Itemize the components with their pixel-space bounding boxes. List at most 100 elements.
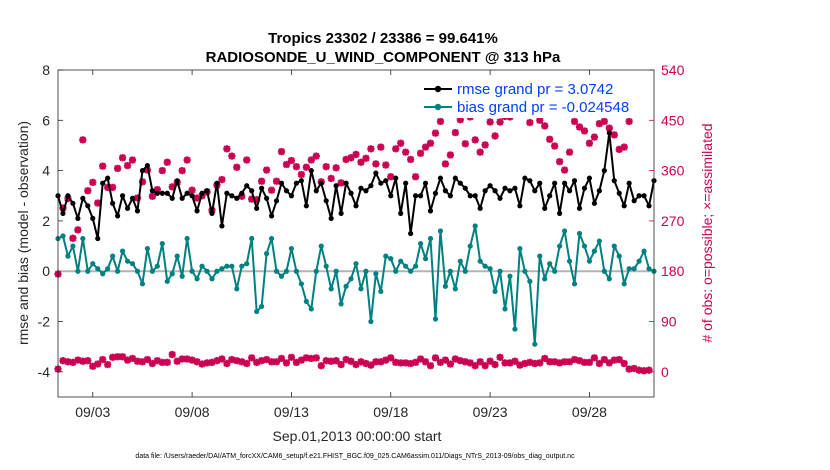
bias-point bbox=[189, 268, 195, 274]
legend: rmse grand pr = 3.0742 bias grand pr = -… bbox=[419, 78, 647, 118]
rmse-point bbox=[641, 193, 647, 199]
rmse-point bbox=[85, 203, 91, 209]
obs-possible-marker bbox=[297, 170, 305, 179]
rmse-point bbox=[547, 193, 553, 199]
obs-possible-marker bbox=[352, 150, 360, 159]
rmse-point bbox=[70, 200, 76, 206]
rmse-point bbox=[124, 205, 131, 211]
obs-possible-marker bbox=[461, 140, 469, 148]
rmse-point bbox=[586, 175, 593, 181]
bias-point bbox=[596, 238, 602, 244]
rmse-point bbox=[318, 180, 324, 186]
rmse-point bbox=[378, 180, 384, 186]
obs-assimilated-marker bbox=[99, 355, 107, 364]
rmse-point bbox=[219, 223, 225, 229]
rmse-point bbox=[184, 190, 190, 196]
obs-assimilated-marker bbox=[118, 353, 127, 361]
bias-point bbox=[487, 266, 493, 272]
obs-possible-marker bbox=[610, 131, 618, 139]
obs-possible-marker bbox=[590, 133, 598, 141]
obs-possible-marker bbox=[625, 117, 633, 126]
obs-assimilated-marker bbox=[446, 360, 454, 368]
rmse-point bbox=[477, 205, 483, 211]
bias-point bbox=[527, 278, 533, 284]
obs-possible-marker bbox=[99, 162, 107, 170]
bias-point bbox=[358, 286, 364, 292]
bias-point bbox=[616, 253, 622, 259]
obs-possible-marker bbox=[332, 164, 340, 172]
bias-point bbox=[398, 258, 404, 264]
obs-possible-marker bbox=[486, 118, 494, 126]
obs-possible-marker bbox=[397, 139, 405, 147]
rmse-point bbox=[517, 203, 523, 209]
bias-point bbox=[75, 268, 81, 274]
bias-point bbox=[571, 281, 578, 287]
bias-point bbox=[547, 261, 553, 267]
bias-point bbox=[631, 266, 637, 272]
rmse-point bbox=[110, 200, 116, 206]
bias-point bbox=[293, 268, 299, 274]
rmse-point bbox=[373, 170, 379, 176]
bias-point bbox=[542, 276, 548, 282]
obs-possible-marker bbox=[123, 161, 132, 170]
obs-possible-marker bbox=[580, 127, 589, 135]
obs-possible-marker bbox=[431, 129, 440, 137]
obs-possible-marker bbox=[426, 139, 435, 147]
rmse-point bbox=[358, 185, 364, 191]
obs-possible-marker bbox=[327, 174, 335, 183]
obs-possible-marker bbox=[407, 155, 415, 164]
obs-assimilated-marker bbox=[109, 353, 117, 361]
rmse-point bbox=[204, 188, 210, 194]
y-right-tick-labels: 0 90 180 270 360 450 540 bbox=[661, 62, 685, 380]
bias-point bbox=[333, 268, 339, 274]
bias-point bbox=[388, 256, 394, 262]
obs-possible-marker bbox=[84, 187, 92, 195]
rmse-point bbox=[522, 175, 528, 181]
bias-point bbox=[601, 268, 607, 274]
obs-possible-marker bbox=[307, 156, 315, 164]
rmse-point bbox=[417, 193, 424, 199]
rmse-point bbox=[542, 205, 548, 211]
obs-assimilated-marker bbox=[312, 354, 320, 362]
bias-point bbox=[591, 248, 598, 254]
obs-assimilated-marker bbox=[84, 357, 92, 365]
rmse-point bbox=[527, 178, 533, 184]
obs-possible-marker bbox=[476, 148, 484, 156]
obs-possible-marker bbox=[277, 148, 286, 156]
rmse-point bbox=[472, 193, 478, 199]
obs-possible-marker bbox=[412, 173, 420, 181]
obs-possible-marker bbox=[600, 117, 608, 126]
rmse-point bbox=[631, 198, 637, 204]
bias-point bbox=[313, 268, 319, 274]
obs-assimilated-marker bbox=[476, 358, 484, 366]
bias-point bbox=[318, 243, 324, 249]
rmse-point bbox=[343, 180, 349, 186]
bias-point bbox=[417, 240, 424, 247]
rmse-point bbox=[80, 195, 86, 201]
obs-possible-marker bbox=[148, 192, 156, 200]
rmse-point bbox=[482, 188, 488, 194]
rmse-point bbox=[283, 188, 290, 194]
obs-possible-marker bbox=[382, 161, 390, 169]
bias-point bbox=[378, 288, 384, 294]
bias-point bbox=[129, 261, 136, 267]
rmse-point bbox=[259, 185, 265, 191]
rmse-point bbox=[447, 193, 453, 199]
rmse-point bbox=[621, 203, 627, 209]
bias-point bbox=[254, 308, 260, 315]
y-left-tick-label: -4 bbox=[38, 364, 51, 380]
obs-possible-marker bbox=[223, 145, 231, 153]
rmse-point bbox=[60, 210, 66, 216]
obs-assimilated-marker bbox=[387, 354, 395, 362]
rmse-point bbox=[497, 195, 503, 201]
bias-point bbox=[323, 263, 329, 269]
obs-possible-marker bbox=[541, 122, 549, 130]
bias-point bbox=[303, 298, 309, 305]
rmse-point bbox=[194, 208, 200, 214]
rmse-point bbox=[234, 195, 240, 201]
rmse-point bbox=[119, 193, 126, 199]
rmse-point bbox=[507, 188, 513, 194]
y-left-tick-label: 6 bbox=[42, 112, 50, 128]
rmse-point bbox=[398, 210, 404, 216]
obs-assimilated-marker bbox=[431, 354, 440, 362]
